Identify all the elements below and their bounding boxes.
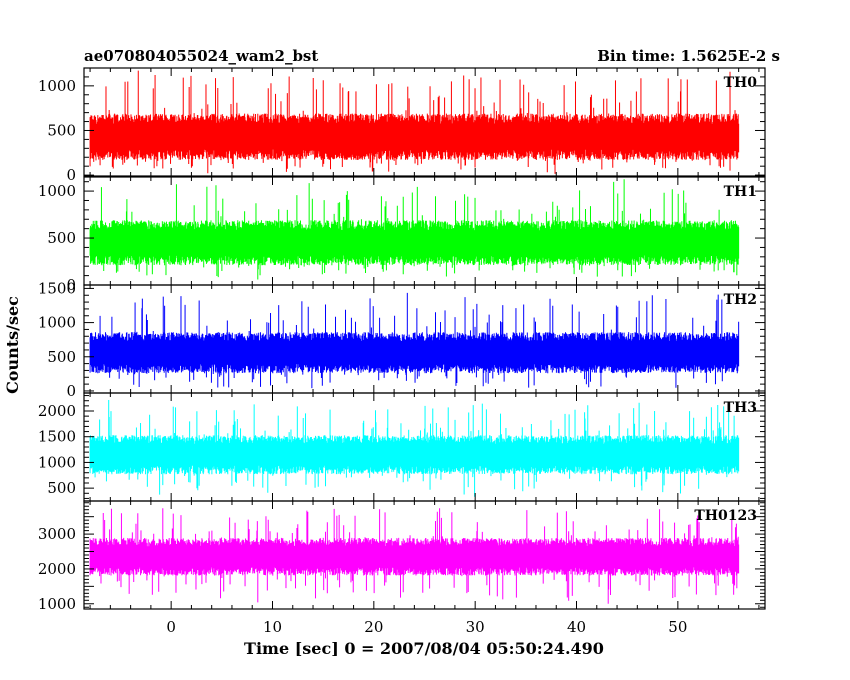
y-tick-label: 1000 xyxy=(38,182,76,200)
x-tick-label: 50 xyxy=(668,618,687,636)
y-tick-label: 500 xyxy=(47,229,76,247)
panel-label-th0: TH0 xyxy=(724,75,758,91)
panel-label-th3: TH3 xyxy=(724,400,757,416)
x-tick-label: 30 xyxy=(466,618,485,636)
x-tick-label: 40 xyxy=(567,618,586,636)
panel-th3: 500 1000 1500 2000 TH3 xyxy=(38,392,766,502)
y-tick-label: 1500 xyxy=(38,279,76,297)
y-tick-label: 0 xyxy=(66,276,76,294)
panel-th2: 0 500 1000 1500 TH2 xyxy=(38,279,766,400)
series-th0123 xyxy=(89,508,740,604)
y-tick-label: 500 xyxy=(47,479,76,497)
y-tick-label: 0 xyxy=(66,166,76,184)
panel-th1: 0 500 1000 TH1 xyxy=(38,176,766,294)
x-tick-label: 10 xyxy=(263,618,282,636)
series-th2 xyxy=(89,292,740,389)
y-tick-label: 1000 xyxy=(38,453,76,471)
x-tick-label: 0 xyxy=(166,618,176,636)
bin-time-label: Bin time: 1.5625E-2 s xyxy=(597,47,780,65)
x-axis: 0 10 20 30 40 50 xyxy=(166,618,687,636)
y-axis-label: Counts/sec xyxy=(3,296,22,394)
series-th1 xyxy=(89,179,740,280)
x-axis-label: Time [sec] 0 = 2007/08/04 05:50:24.490 xyxy=(244,639,604,658)
y-tick-label: 500 xyxy=(47,121,76,139)
panels-group: 0 500 1000 TH0 0 500 1000 TH1 0 500 1000 1500 TH2 500… xyxy=(38,67,766,613)
series-th3 xyxy=(89,400,740,497)
panel-label-th0123: TH0123 xyxy=(694,508,757,524)
panel-th0: 0 500 1000 TH0 xyxy=(38,67,766,184)
y-tick-label: 500 xyxy=(47,348,76,366)
y-tick-label: 1500 xyxy=(38,428,76,446)
x-tick-label: 20 xyxy=(364,618,383,636)
y-tick-label: 1000 xyxy=(38,595,76,613)
panel-label-th1: TH1 xyxy=(724,184,757,200)
y-tick-label: 2000 xyxy=(38,402,76,420)
y-tick-label: 0 xyxy=(66,382,76,400)
panel-th0123: 1000 2000 3000 TH0123 xyxy=(38,500,766,613)
y-tick-label: 1000 xyxy=(38,77,76,95)
y-tick-label: 1000 xyxy=(38,314,76,332)
panel-label-th2: TH2 xyxy=(724,292,757,308)
y-tick-label: 2000 xyxy=(38,560,76,578)
y-tick-label: 3000 xyxy=(38,525,76,543)
series-th0 xyxy=(89,70,740,174)
chart-title: ae070804055024_wam2_bst xyxy=(84,47,318,65)
